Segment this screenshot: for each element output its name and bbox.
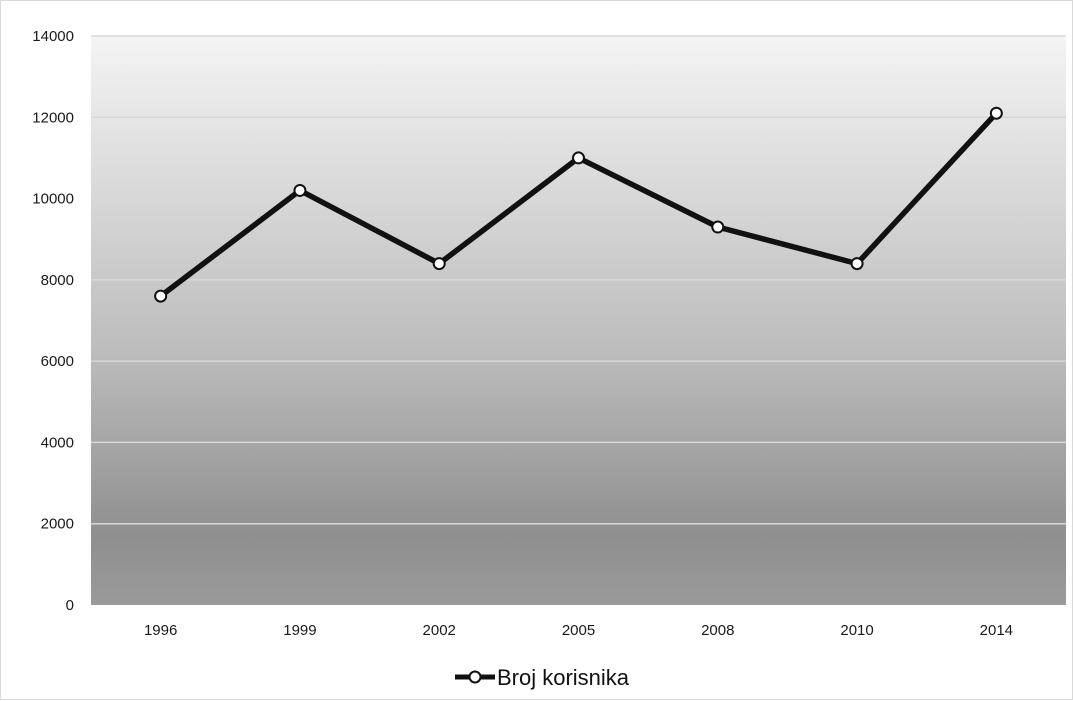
y-tick-label: 6000 <box>41 353 74 370</box>
y-axis-tick-labels: 0 2000 4000 6000 8000 10000 12000 14000 <box>32 28 74 614</box>
data-point-marker <box>572 151 585 165</box>
data-point-marker <box>850 257 864 271</box>
gridlines <box>91 35 1066 525</box>
y-tick-label: 10000 <box>32 191 74 208</box>
y-tick-label: 8000 <box>41 272 74 289</box>
legend: Broj korisnika <box>455 665 630 690</box>
y-tick-label: 2000 <box>41 516 74 533</box>
x-tick-label: 1996 <box>144 622 177 639</box>
y-tick-label: 0 <box>66 597 74 614</box>
x-tick-label: 2014 <box>980 622 1013 639</box>
x-axis-tick-labels: 1996 1999 2002 2005 2008 2010 2014 <box>144 622 1013 639</box>
x-tick-label: 2010 <box>840 622 873 639</box>
data-point-marker <box>989 106 1003 120</box>
legend-marker-swatch <box>468 670 482 684</box>
x-tick-label: 2005 <box>562 622 595 639</box>
y-tick-label: 14000 <box>32 28 74 45</box>
plot-area <box>91 36 1066 605</box>
series-broj-korisnika <box>154 106 1003 303</box>
y-tick-label: 12000 <box>32 109 74 126</box>
x-tick-label: 2002 <box>423 622 456 639</box>
data-point-marker <box>711 220 725 234</box>
data-point-marker <box>293 183 307 197</box>
data-point-marker <box>432 257 446 271</box>
x-tick-label: 1999 <box>283 622 316 639</box>
y-tick-label: 4000 <box>41 434 74 451</box>
data-point-marker <box>154 289 168 303</box>
legend-label: Broj korisnika <box>497 665 630 690</box>
x-tick-label: 2008 <box>701 622 734 639</box>
